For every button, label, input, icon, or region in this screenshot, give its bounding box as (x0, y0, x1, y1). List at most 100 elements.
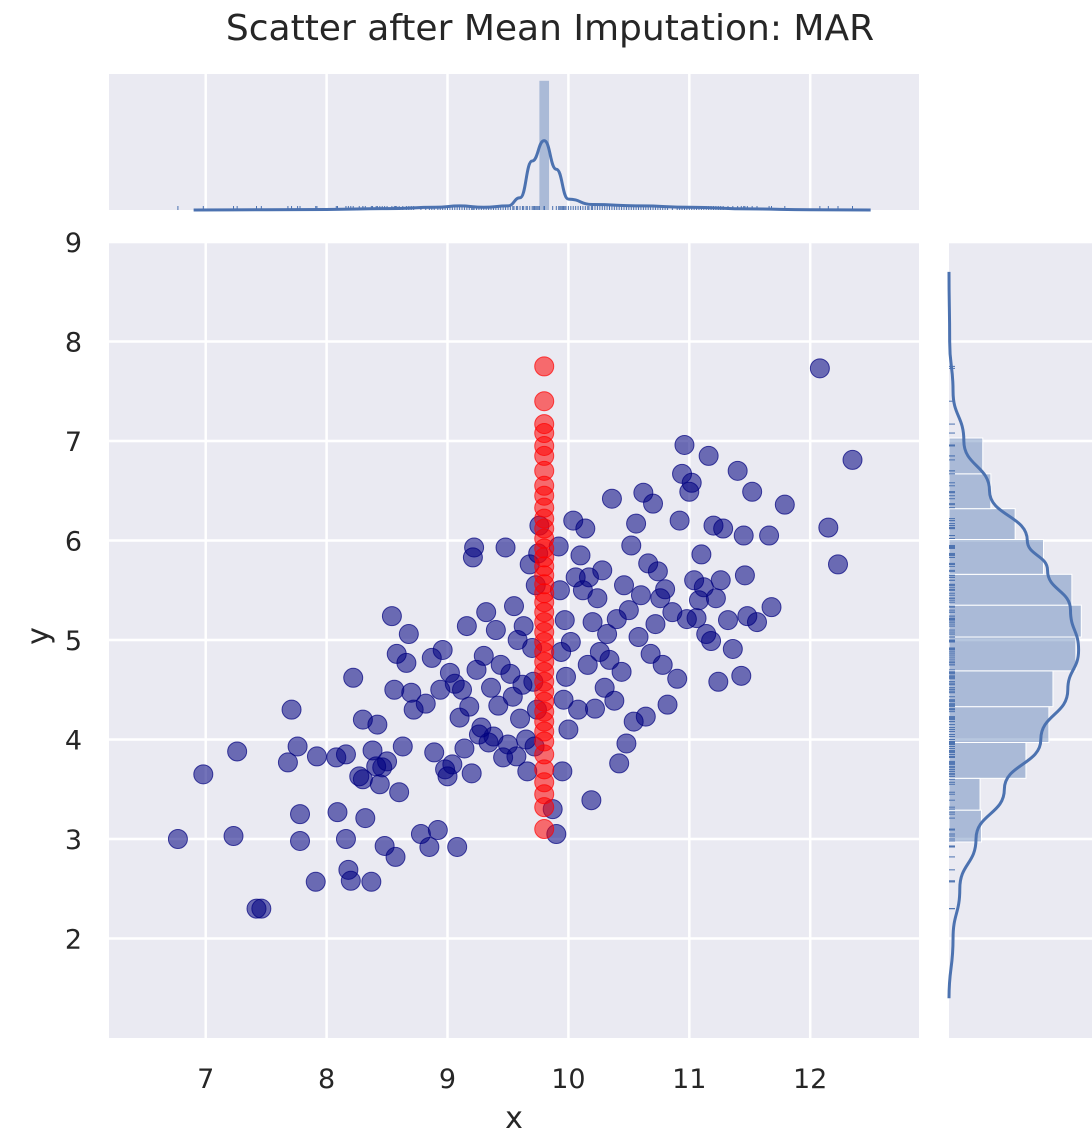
marginal-x-grid (204, 74, 812, 210)
observed-point (652, 654, 673, 675)
observed-point (708, 671, 729, 692)
observed-point (705, 588, 726, 609)
observed-point (398, 624, 419, 645)
observed-point (818, 517, 839, 538)
observed-point (628, 627, 649, 648)
grid-lines (109, 240, 919, 1038)
observed-point (842, 449, 863, 470)
observed-point (510, 708, 531, 729)
observed-point (396, 652, 417, 673)
marginal-x-background (109, 74, 919, 210)
observed-point (167, 829, 188, 849)
imputed-point (534, 391, 555, 412)
observed-point (581, 790, 602, 811)
y-tick-labels: 2 3 4 5 6 7 8 9 (65, 228, 82, 956)
observed-point (674, 434, 695, 455)
observed-point (488, 695, 509, 716)
observed-point (701, 630, 722, 651)
observed-point (513, 616, 534, 637)
observed-point (504, 596, 524, 617)
observed-point (747, 612, 767, 633)
observed-point (385, 846, 406, 867)
observed-point (575, 518, 596, 539)
chart-title: Scatter after Mean Imputation: MAR (226, 8, 874, 49)
observed-point (555, 666, 576, 687)
observed-point (568, 699, 589, 720)
y-tick-label: 8 (65, 328, 82, 359)
observed-point (587, 588, 608, 609)
x-tick-label: 10 (551, 1064, 585, 1095)
imputed-point (534, 356, 555, 377)
observed-point (495, 537, 516, 558)
observed-point (442, 754, 463, 775)
observed-point (582, 612, 603, 633)
observed-point (554, 610, 575, 631)
observed-point (553, 689, 574, 710)
imputed-point (534, 819, 555, 840)
observed-point (713, 518, 734, 539)
x-tick-label: 9 (439, 1064, 456, 1095)
observed-point (481, 677, 502, 698)
marginal-y-bar (948, 604, 1082, 638)
observed-point (367, 714, 388, 735)
observed-point (722, 638, 743, 659)
observed-point (227, 741, 248, 762)
y-axis-label: y (21, 627, 56, 645)
imputed-point (534, 797, 555, 818)
observed-point (193, 764, 214, 785)
observed-point (281, 699, 302, 720)
observed-point (597, 624, 618, 645)
marginal-y-bar (948, 670, 1054, 708)
observed-point (340, 870, 361, 891)
observed-point (717, 610, 738, 631)
main-scatter-panel: 7 8 9 10 11 12 2 3 4 5 6 7 8 9 (65, 228, 919, 1095)
observed-point (306, 746, 327, 767)
marginal-x-bar (539, 80, 550, 210)
observed-point (456, 616, 477, 637)
observed-point (611, 661, 632, 682)
observed-point (447, 836, 468, 857)
observed-point (277, 752, 298, 773)
observed-point (361, 871, 382, 892)
observed-point (392, 736, 413, 757)
observed-point (558, 719, 579, 740)
observed-point (560, 631, 581, 652)
marginal-x-histogram (539, 80, 550, 210)
observed-point (645, 614, 666, 635)
observed-point (733, 525, 754, 546)
marginal-y-bar (948, 706, 1050, 743)
observed-point (419, 836, 440, 857)
observed-point (485, 620, 506, 641)
marginal-y-bar (948, 636, 1077, 672)
observed-point (432, 639, 453, 660)
observed-point (626, 513, 647, 534)
observed-point (647, 561, 668, 582)
observed-point (290, 830, 311, 851)
observed-point (731, 665, 752, 686)
observed-point (377, 751, 398, 772)
observed-point (506, 746, 527, 767)
scatter-points (167, 356, 863, 919)
observed-point (459, 696, 480, 717)
y-tick-label: 7 (65, 427, 82, 458)
observed-point (335, 829, 356, 849)
y-tick-label: 9 (65, 228, 82, 259)
observed-point (355, 808, 376, 829)
observed-point (601, 488, 622, 509)
observed-point (734, 565, 755, 586)
observed-point (655, 579, 676, 600)
observed-point (681, 472, 702, 493)
marginal-y-bar (948, 473, 992, 510)
observed-point (667, 668, 688, 689)
marginal-y-bar (948, 741, 1027, 779)
observed-point (621, 535, 642, 556)
observed-point (742, 481, 763, 502)
observed-point (552, 761, 573, 782)
observed-point (369, 774, 390, 795)
observed-point (809, 358, 830, 379)
observed-point (774, 494, 795, 515)
marginal-y-grid (949, 240, 1092, 940)
observed-point (616, 733, 637, 754)
observed-point (618, 600, 639, 621)
